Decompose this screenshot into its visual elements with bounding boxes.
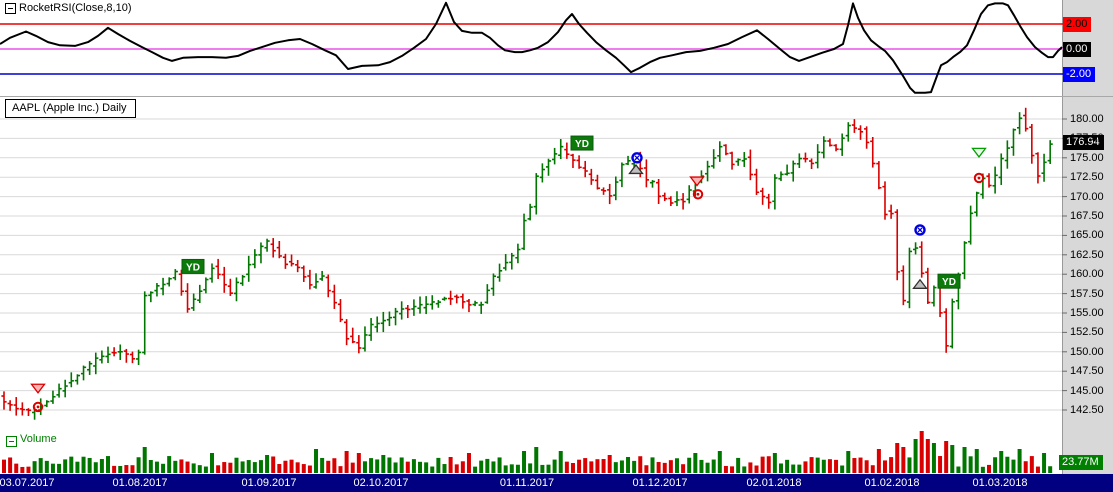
date-axis-label: 03.07.2017: [0, 477, 55, 489]
ohlc-bars: [1, 107, 1053, 420]
marker-triangle-down-red: [689, 176, 705, 187]
price-axis-label: 157.50: [1070, 287, 1104, 300]
svg-text:YD: YD: [942, 277, 956, 288]
date-axis-label: 01.11.2017: [499, 477, 555, 489]
volume-bars: [2, 431, 1053, 473]
price-axis-label: 172.50: [1070, 171, 1104, 184]
price-axis-label: 175.00: [1070, 151, 1104, 164]
price-axis-label: 142.50: [1070, 404, 1104, 416]
marker-circle-red: [32, 401, 44, 413]
marker-yd-badge: YD: [937, 273, 961, 289]
rsi-level-badge-lower: -2.00: [1063, 66, 1096, 82]
last-volume-badge: 23.77M: [1059, 455, 1103, 470]
price-axis-label: 167.50: [1070, 210, 1104, 222]
price-axis-label: 145.00: [1070, 384, 1104, 397]
price-axis-label: 147.50: [1070, 365, 1104, 378]
rsi-panel-title: RocketRSI(Close,8,10): [19, 2, 132, 14]
marker-circle-blue: [631, 152, 643, 164]
price-axis-label: 152.50: [1070, 326, 1104, 339]
date-axis-label: 01.03.2018: [972, 477, 1028, 489]
marker-triangle-down-green: [971, 147, 987, 158]
price-axis-label: 155.00: [1070, 307, 1104, 319]
price-axis-label: 150.00: [1070, 345, 1104, 358]
price-axis-label: 165.00: [1070, 229, 1104, 242]
marker-circle-red: [973, 172, 985, 184]
marker-yd-badge: YD: [181, 258, 205, 274]
date-axis-label: 02.10.2017: [353, 477, 409, 489]
rsi-line: [0, 1, 1063, 94]
symbol-title: AAPL (Apple Inc.) Daily: [5, 99, 136, 118]
price-axis-label: 180.00: [1070, 113, 1104, 125]
date-axis-label: 01.02.2018: [864, 477, 920, 489]
price-axis-label: 162.50: [1070, 248, 1104, 261]
svg-text:YD: YD: [575, 139, 589, 150]
marker-triangle-up-gray: [912, 278, 928, 289]
svg-text:YD: YD: [186, 262, 200, 273]
last-price-badge: 176.94: [1063, 135, 1104, 151]
date-axis-label: 01.12.2017: [632, 477, 688, 489]
price-axis-label: 170.00: [1070, 190, 1104, 203]
price-axis-label: 177.50: [1070, 132, 1104, 145]
rsi-level-badge-upper: 2.00: [1063, 16, 1092, 32]
date-axis-label: 01.08.2017: [112, 477, 168, 489]
date-axis-label: 01.09.2017: [241, 477, 297, 489]
volume-label: Volume: [20, 433, 57, 445]
marker-circle-blue: [914, 224, 926, 236]
collapse-volume-icon[interactable]: [6, 436, 17, 447]
marker-triangle-down-red: [30, 383, 46, 394]
marker-circle-red: [692, 189, 704, 200]
marker-triangle-up-gray: [628, 163, 644, 175]
date-axis-bg: [0, 474, 1113, 492]
marker-yd-badge: YD: [570, 135, 594, 151]
price-axis-label: 160.00: [1070, 268, 1104, 281]
rsi-level-badge-zero: 0.00: [1063, 41, 1092, 57]
date-axis-label: 02.01.2018: [746, 477, 802, 489]
collapse-rsi-panel-icon[interactable]: [5, 3, 16, 14]
